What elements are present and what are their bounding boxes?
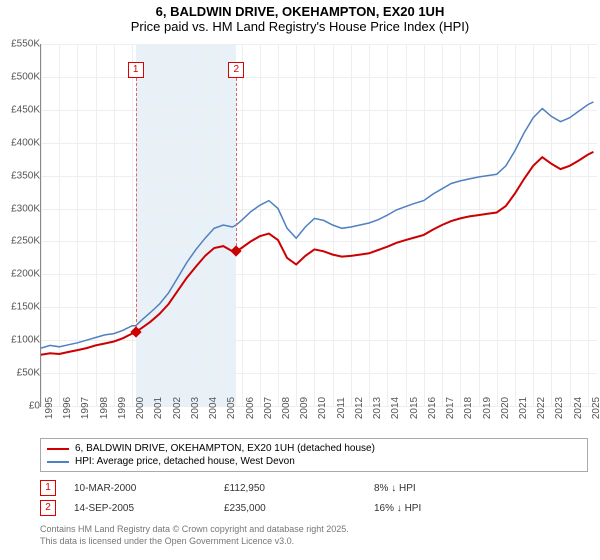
x-axis-label: 2004	[208, 397, 219, 419]
sale-row: 2 14-SEP-2005 £235,000 16% ↓ HPI	[40, 498, 588, 518]
legend-label: 6, BALDWIN DRIVE, OKEHAMPTON, EX20 1UH (…	[75, 443, 375, 454]
sale-marker-vline	[236, 78, 237, 251]
x-axis-label: 2015	[409, 397, 420, 419]
x-axis-label: 2016	[427, 397, 438, 419]
x-axis-label: 2002	[172, 397, 183, 419]
y-axis-label: £100K	[4, 335, 40, 346]
y-axis-label: £350K	[4, 170, 40, 181]
x-axis-label: 2021	[518, 397, 529, 419]
sale-marker-icon: 2	[40, 500, 56, 516]
legend-swatch-series1	[47, 448, 69, 450]
title-block: 6, BALDWIN DRIVE, OKEHAMPTON, EX20 1UH P…	[0, 0, 600, 34]
legend-row: HPI: Average price, detached house, West…	[47, 455, 581, 468]
x-axis-label: 2017	[445, 397, 456, 419]
x-axis-label: 2019	[482, 397, 493, 419]
x-axis-label: 1999	[117, 397, 128, 419]
x-axis-label: 1998	[99, 397, 110, 419]
x-axis-label: 2010	[317, 397, 328, 419]
sale-diff: 8% ↓ HPI	[374, 483, 504, 494]
x-axis-label: 2007	[263, 397, 274, 419]
y-axis-label: £300K	[4, 203, 40, 214]
x-axis-label: 2009	[299, 397, 310, 419]
x-axis-label: 2025	[591, 397, 600, 419]
y-axis-label: £450K	[4, 104, 40, 115]
sale-date: 14-SEP-2005	[74, 503, 224, 514]
sale-diff: 16% ↓ HPI	[374, 503, 504, 514]
legend: 6, BALDWIN DRIVE, OKEHAMPTON, EX20 1UH (…	[40, 438, 588, 472]
y-axis-label: £0	[4, 401, 40, 412]
chart-container: 6, BALDWIN DRIVE, OKEHAMPTON, EX20 1UH P…	[0, 0, 600, 560]
chart-plot-area: 12	[40, 44, 597, 407]
x-axis-label: 2000	[135, 397, 146, 419]
y-axis-label: £200K	[4, 269, 40, 280]
sale-marker-icon: 1	[40, 480, 56, 496]
x-axis-label: 2001	[153, 397, 164, 419]
sale-marker-box: 2	[228, 62, 244, 78]
title-address: 6, BALDWIN DRIVE, OKEHAMPTON, EX20 1UH	[0, 4, 600, 19]
x-axis-label: 1995	[44, 397, 55, 419]
series-line-price_paid	[41, 152, 593, 355]
y-axis-label: £400K	[4, 137, 40, 148]
x-axis-label: 2023	[554, 397, 565, 419]
x-axis-label: 2020	[500, 397, 511, 419]
legend-swatch-series2	[47, 461, 69, 463]
legend-label: HPI: Average price, detached house, West…	[75, 456, 295, 467]
footer-line2: This data is licensed under the Open Gov…	[40, 536, 349, 548]
y-axis-label: £250K	[4, 236, 40, 247]
x-axis-label: 2024	[573, 397, 584, 419]
chart-svg	[41, 44, 597, 406]
x-axis-label: 2005	[226, 397, 237, 419]
sale-price: £112,950	[224, 483, 374, 494]
x-axis-label: 2006	[245, 397, 256, 419]
sale-marker-vline	[136, 78, 137, 332]
x-axis-label: 1996	[62, 397, 73, 419]
x-axis-label: 2011	[336, 397, 347, 419]
footer-attribution: Contains HM Land Registry data © Crown c…	[40, 524, 349, 547]
sale-price: £235,000	[224, 503, 374, 514]
sale-date: 10-MAR-2000	[74, 483, 224, 494]
x-axis-label: 2022	[536, 397, 547, 419]
x-axis-label: 2018	[463, 397, 474, 419]
title-subtitle: Price paid vs. HM Land Registry's House …	[0, 19, 600, 34]
x-axis-label: 2014	[390, 397, 401, 419]
sale-marker-box: 1	[128, 62, 144, 78]
y-axis-label: £50K	[4, 368, 40, 379]
legend-row: 6, BALDWIN DRIVE, OKEHAMPTON, EX20 1UH (…	[47, 442, 581, 455]
y-axis-label: £550K	[4, 39, 40, 50]
sales-table: 1 10-MAR-2000 £112,950 8% ↓ HPI 2 14-SEP…	[40, 478, 588, 518]
x-axis-label: 2008	[281, 397, 292, 419]
y-axis-label: £150K	[4, 302, 40, 313]
x-axis-label: 1997	[80, 397, 91, 419]
x-axis-label: 2013	[372, 397, 383, 419]
x-axis-label: 2012	[354, 397, 365, 419]
series-line-hpi	[41, 102, 593, 348]
y-axis-label: £500K	[4, 71, 40, 82]
footer-line1: Contains HM Land Registry data © Crown c…	[40, 524, 349, 536]
x-axis-label: 2003	[190, 397, 201, 419]
sale-row: 1 10-MAR-2000 £112,950 8% ↓ HPI	[40, 478, 588, 498]
